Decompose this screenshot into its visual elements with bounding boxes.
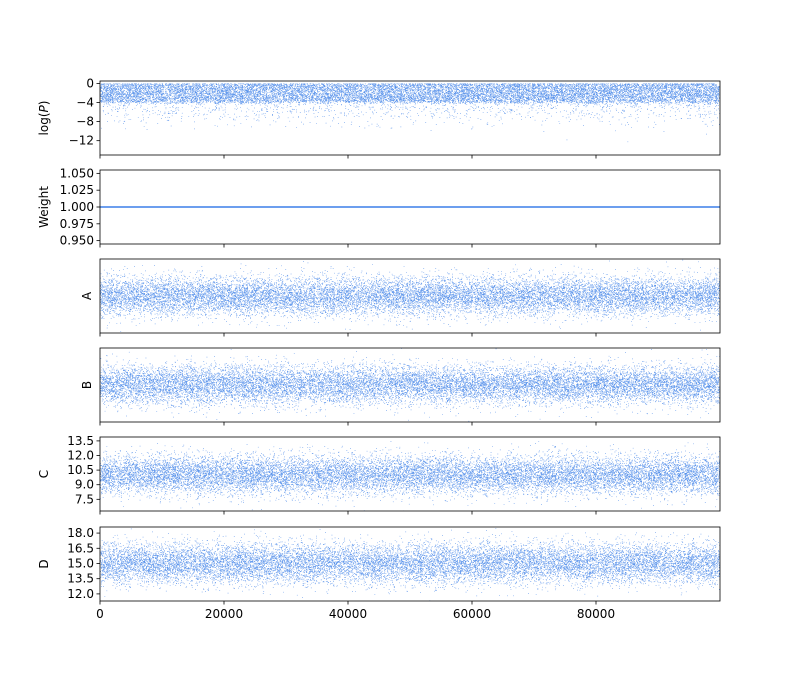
x-tick-label: 20000 [205,607,243,621]
trace-points-c [100,441,720,511]
y-tick-label: 1.025 [60,183,94,197]
panel-data-c [100,441,720,511]
y-tick-label: 0.950 [60,234,94,248]
y-tick-label: 9.0 [75,478,94,492]
y-tick-label: 1.050 [60,166,94,180]
y-axis-label-a: A [80,291,94,300]
x-tick-label: 40000 [329,607,367,621]
panel-logp: 0 −4 −8 −12 log(P) [37,76,721,159]
trace-points-logp [100,83,720,143]
y-axis-label-logp: log(P) [37,101,51,136]
trace-panels: 0 −4 −8 −12 log(P) 1.050 1.025 1.000 0.975 0.950 W… [37,76,721,621]
panel-data-b [100,348,720,422]
y-tick-label: 15.0 [67,556,94,570]
y-tick-label: 12.0 [67,449,94,463]
y-tick-label: 0.975 [60,217,94,231]
panel-data-logp [100,83,720,143]
panel-data-d [100,527,720,601]
panel-frame-d [99,526,721,602]
y-tick-label: 0 [86,76,94,90]
trace-points-d [100,527,720,601]
y-axis-label-b: B [80,381,94,389]
y-tick-label: 16.5 [67,541,94,555]
y-axis-label-c: C [37,470,51,478]
panel-d: 18.016.515.0 13.512.0 D 0 20000 40000 60000 800… [37,526,721,621]
x-tick-label: 60000 [453,607,491,621]
y-tick-label: 18.0 [67,526,94,540]
y-tick-label: −12 [69,134,94,148]
y-axis-label-weight: Weight [37,186,51,228]
y-tick-label: 13.5 [67,434,94,448]
panel-a: A [80,258,721,337]
trace-points-a [100,259,720,332]
panel-frame-logp [99,80,721,156]
y-axis-label-d: D [37,559,51,568]
panel-frame-b [99,347,721,423]
panel-frame-c [99,436,721,512]
y-tick-label: 1.000 [60,200,94,214]
panel-data-a [100,259,720,332]
panel-c: 13.512.010.59.07.5 C [37,434,721,515]
trace-points-b [100,348,720,422]
x-tick-label: 80000 [577,607,615,621]
panel-b: B [80,347,721,426]
y-tick-label: 12.0 [67,587,94,601]
panel-weight: 1.050 1.025 1.000 0.975 0.950 Weight [37,166,721,248]
y-tick-label: −8 [76,115,94,129]
y-tick-label: 10.5 [67,463,94,477]
y-tick-label: 13.5 [67,572,94,586]
panel-frame-a [99,258,721,334]
y-tick-label: −4 [76,95,94,109]
y-tick-label: 7.5 [75,492,94,506]
x-tick-label: 0 [96,607,104,621]
